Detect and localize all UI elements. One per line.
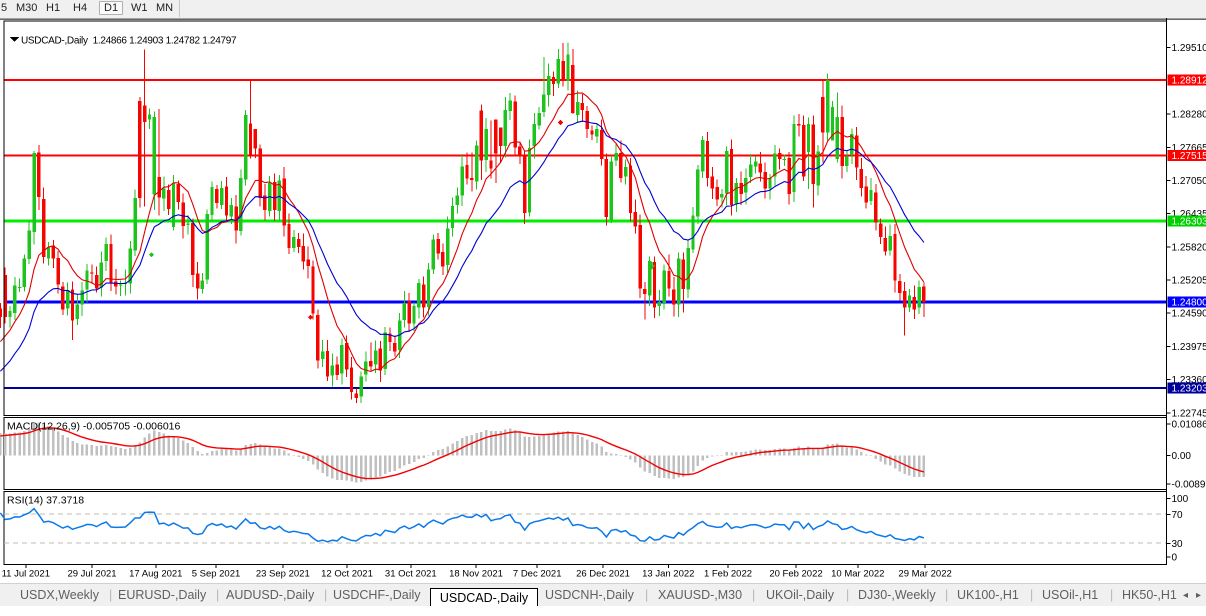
svg-text:0.00: 0.00	[1172, 451, 1192, 462]
svg-text:23 Sep 2021: 23 Sep 2021	[256, 569, 310, 580]
svg-text:5 Sep 2021: 5 Sep 2021	[192, 569, 241, 580]
svg-text:11 Jul 2021: 11 Jul 2021	[2, 569, 50, 580]
svg-text:1.28912: 1.28912	[1172, 76, 1206, 87]
svg-text:1.28280: 1.28280	[1172, 110, 1206, 121]
svg-text:13 Jan 2022: 13 Jan 2022	[642, 569, 694, 580]
svg-text:1.27050: 1.27050	[1172, 176, 1206, 187]
svg-text:12 Oct 2021: 12 Oct 2021	[321, 569, 373, 580]
svg-text:1.23975: 1.23975	[1172, 342, 1206, 353]
svg-text:1.24590: 1.24590	[1172, 309, 1206, 320]
svg-text:MACD(12,26,9) -0.005705 -0.006: MACD(12,26,9) -0.005705 -0.006016	[7, 421, 181, 433]
svg-text:0.010865: 0.010865	[1172, 420, 1206, 431]
svg-text:1.29510: 1.29510	[1172, 43, 1206, 54]
svg-text:31 Oct 2021: 31 Oct 2021	[385, 569, 437, 580]
svg-text:0: 0	[1172, 553, 1178, 564]
svg-text:1.27515: 1.27515	[1172, 151, 1206, 162]
svg-text:1.26303: 1.26303	[1172, 216, 1206, 227]
svg-text:70: 70	[1172, 510, 1184, 521]
svg-text:29 Jul 2021: 29 Jul 2021	[67, 569, 116, 580]
svg-text:1.24800: 1.24800	[1172, 297, 1206, 308]
svg-text:18 Nov 2021: 18 Nov 2021	[449, 569, 503, 580]
svg-text:1.22745: 1.22745	[1172, 408, 1206, 419]
svg-text:7 Dec 2021: 7 Dec 2021	[513, 569, 562, 580]
svg-text:1 Feb 2022: 1 Feb 2022	[704, 569, 752, 580]
svg-text:1.25820: 1.25820	[1172, 242, 1206, 253]
svg-text:30: 30	[1172, 539, 1184, 550]
svg-text:29 Mar 2022: 29 Mar 2022	[898, 569, 951, 580]
svg-text:100: 100	[1172, 494, 1189, 505]
svg-text:10 Mar 2022: 10 Mar 2022	[831, 569, 884, 580]
svg-text:1.23203: 1.23203	[1172, 384, 1206, 395]
svg-text:1.25205: 1.25205	[1172, 276, 1206, 287]
svg-text:20 Feb 2022: 20 Feb 2022	[769, 569, 822, 580]
svg-text:USDCAD-,Daily 1.24866 1.24903: USDCAD-,Daily 1.24866 1.24903 1.24782 1.…	[21, 36, 237, 47]
svg-text:17 Aug 2021: 17 Aug 2021	[129, 569, 182, 580]
svg-text:RSI(14) 37.3718: RSI(14) 37.3718	[7, 495, 84, 507]
svg-text:26 Dec 2021: 26 Dec 2021	[576, 569, 630, 580]
svg-text:-0.00897: -0.00897	[1172, 480, 1206, 491]
